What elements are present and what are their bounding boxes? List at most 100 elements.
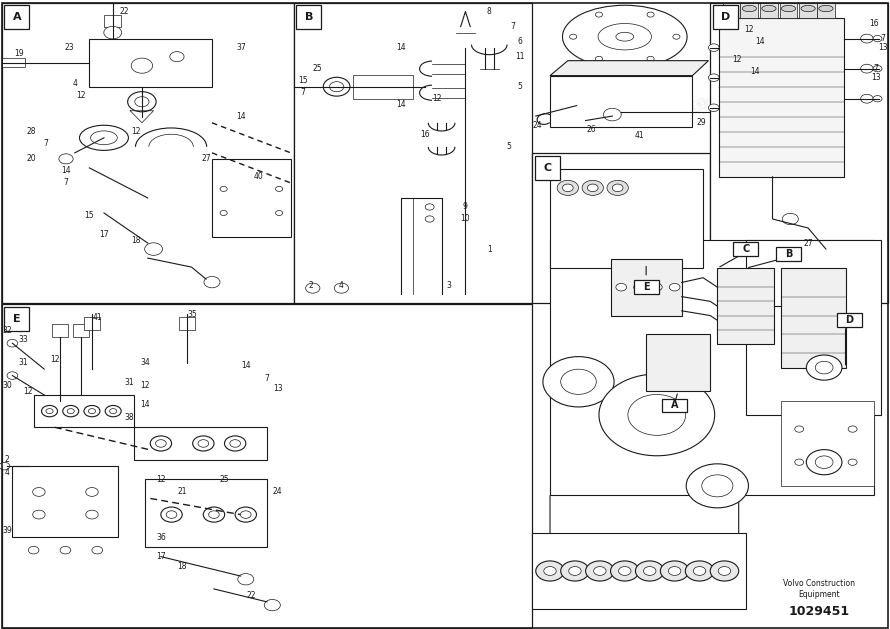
Circle shape	[543, 357, 614, 407]
Circle shape	[264, 599, 280, 611]
Circle shape	[669, 284, 680, 291]
Text: 柴发动门: 柴发动门	[56, 252, 86, 276]
Text: 柴发动门: 柴发动门	[368, 252, 398, 276]
Text: 35: 35	[188, 309, 198, 319]
Text: D: D	[721, 12, 730, 22]
Text: Diesel-Engines: Diesel-Engines	[354, 562, 411, 595]
Ellipse shape	[91, 131, 117, 145]
Bar	[740, 3, 758, 18]
Circle shape	[685, 561, 714, 581]
Ellipse shape	[762, 6, 776, 12]
Bar	[84, 318, 100, 330]
Circle shape	[425, 216, 434, 222]
Circle shape	[718, 567, 731, 576]
Text: 柴发动门: 柴发动门	[368, 95, 398, 119]
Circle shape	[156, 440, 166, 447]
Ellipse shape	[616, 32, 634, 41]
Text: 12: 12	[156, 474, 166, 484]
Text: 22: 22	[119, 7, 129, 16]
Text: D: D	[846, 315, 853, 325]
Text: 33: 33	[18, 335, 28, 345]
Text: Diesel-Engines: Diesel-Engines	[666, 248, 723, 281]
Bar	[2, 3, 294, 303]
Circle shape	[7, 372, 18, 379]
Bar	[180, 318, 196, 330]
Circle shape	[235, 507, 256, 522]
Bar	[145, 479, 267, 547]
Text: 37: 37	[236, 43, 246, 52]
Circle shape	[873, 35, 882, 42]
Text: 10: 10	[461, 214, 470, 223]
Bar	[733, 242, 758, 256]
Text: 24: 24	[273, 487, 282, 496]
Circle shape	[795, 426, 804, 432]
Circle shape	[806, 450, 842, 475]
Bar	[2, 58, 25, 67]
Text: 41: 41	[93, 313, 102, 322]
Circle shape	[861, 64, 873, 73]
Text: 7: 7	[63, 179, 69, 187]
Text: 12: 12	[23, 387, 33, 396]
Text: C: C	[742, 244, 749, 254]
Circle shape	[635, 561, 664, 581]
Circle shape	[92, 547, 102, 554]
Bar	[713, 5, 738, 29]
Bar	[717, 268, 774, 344]
Circle shape	[603, 108, 621, 121]
Text: 柴发动门: 柴发动门	[368, 409, 398, 433]
Bar	[53, 324, 68, 337]
Ellipse shape	[562, 5, 687, 68]
Bar	[532, 533, 746, 609]
Circle shape	[708, 104, 719, 111]
Ellipse shape	[742, 6, 756, 12]
Circle shape	[109, 409, 117, 414]
Text: 9: 9	[463, 203, 468, 211]
Circle shape	[693, 567, 706, 576]
Text: 30: 30	[2, 381, 12, 390]
Bar	[294, 3, 532, 303]
Text: 12: 12	[132, 127, 141, 136]
Polygon shape	[550, 60, 708, 75]
Circle shape	[668, 567, 681, 576]
Bar	[104, 14, 121, 26]
Text: 17: 17	[99, 230, 109, 238]
Bar	[12, 466, 118, 537]
Text: 14: 14	[61, 167, 71, 175]
Circle shape	[323, 77, 350, 96]
Circle shape	[587, 184, 598, 192]
Bar	[817, 3, 835, 18]
Text: 17: 17	[156, 552, 166, 561]
Text: 22: 22	[247, 591, 255, 600]
Text: 31: 31	[18, 358, 28, 367]
Text: 7: 7	[264, 374, 270, 383]
Text: 3: 3	[446, 281, 451, 289]
Bar	[550, 169, 703, 268]
Bar	[353, 75, 413, 99]
Bar	[780, 3, 797, 18]
Circle shape	[647, 57, 654, 62]
Circle shape	[651, 284, 662, 291]
Circle shape	[818, 247, 834, 258]
Bar	[662, 399, 687, 413]
Text: 24: 24	[533, 121, 542, 130]
Circle shape	[647, 12, 654, 17]
Text: 柴发动门: 柴发动门	[679, 95, 709, 119]
Text: 16: 16	[420, 130, 430, 139]
Circle shape	[660, 561, 689, 581]
Text: 12: 12	[76, 91, 85, 100]
Text: 6: 6	[518, 37, 522, 46]
Text: 7: 7	[43, 140, 48, 148]
Circle shape	[562, 184, 573, 192]
Circle shape	[204, 277, 220, 288]
Text: Volvo Construction: Volvo Construction	[783, 579, 854, 588]
Circle shape	[619, 567, 631, 576]
Circle shape	[85, 487, 98, 496]
Circle shape	[127, 92, 156, 112]
Text: 柴发动门: 柴发动门	[368, 567, 398, 591]
Ellipse shape	[724, 6, 739, 12]
Text: 14: 14	[237, 112, 246, 121]
Circle shape	[7, 340, 18, 347]
Text: 12: 12	[141, 381, 150, 390]
Text: Diesel-Engines: Diesel-Engines	[666, 562, 723, 595]
Text: 18: 18	[132, 235, 141, 245]
